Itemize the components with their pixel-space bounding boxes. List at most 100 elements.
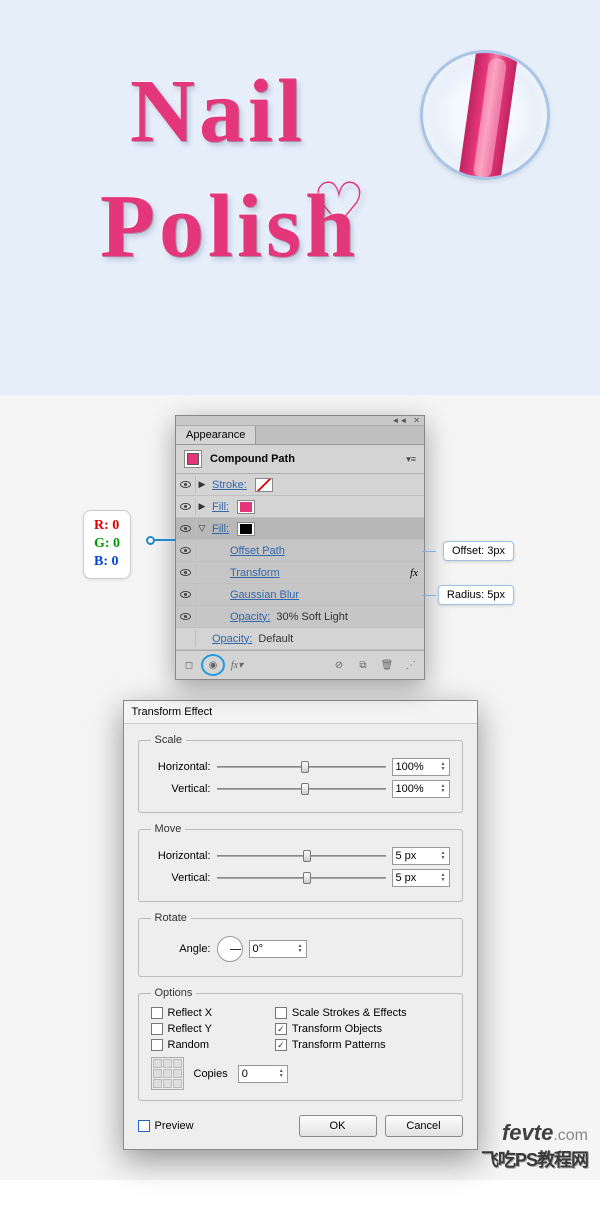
opacity-label[interactable]: Opacity: — [208, 633, 256, 645]
transform-patterns-checkbox[interactable]: ✓Transform Patterns — [275, 1039, 450, 1051]
scale-h-label: Horizontal: — [151, 761, 211, 773]
angle-input[interactable]: 0°▲▼ — [249, 940, 307, 958]
random-checkbox[interactable]: Random — [151, 1039, 267, 1051]
options-legend: Options — [151, 987, 197, 999]
reflect-x-checkbox[interactable]: Reflect X — [151, 1007, 267, 1019]
rgb-callout: R: 0 G: 0 B: 0 — [83, 510, 131, 579]
expand-icon[interactable]: ▶ — [196, 501, 208, 512]
panel-tabs: Appearance — [176, 426, 424, 445]
visibility-icon[interactable] — [180, 503, 191, 510]
rgb-b: B: 0 — [94, 553, 120, 571]
opacity-inner-label[interactable]: Opacity: — [226, 611, 274, 623]
opacity-inner-value: 30% Soft Light — [276, 611, 348, 623]
footer-btn-target[interactable]: ◉ — [204, 657, 222, 673]
row-fill-2[interactable]: ▽ Fill: — [176, 518, 424, 540]
row-transform[interactable]: Transform fx — [176, 562, 424, 584]
rgb-g: G: 0 — [94, 535, 120, 553]
callout-connector — [422, 595, 436, 596]
stroke-swatch[interactable] — [255, 478, 273, 492]
scale-h-input[interactable]: 100%▲▼ — [392, 758, 450, 776]
visibility-icon[interactable] — [180, 613, 191, 620]
scale-group: Scale Horizontal: 100%▲▼ Vertical: 100%▲… — [138, 734, 463, 813]
scale-v-label: Vertical: — [151, 783, 211, 795]
fill-label-2[interactable]: Fill: — [208, 523, 233, 535]
callout-connector — [422, 551, 436, 552]
transform-label[interactable]: Transform — [226, 567, 284, 579]
fill-swatch-pink[interactable] — [237, 500, 255, 514]
scale-v-slider[interactable] — [217, 782, 386, 796]
appearance-panel: ◄◄ ✕ Appearance Compound Path ▾≡ ▶ Strok… — [175, 415, 425, 680]
stroke-label[interactable]: Stroke: — [208, 479, 251, 491]
watermark: fevte.com 飞吃PS教程网 — [481, 1120, 588, 1172]
panel-menu-icon[interactable]: ▾≡ — [406, 454, 416, 465]
gaussian-blur-label[interactable]: Gaussian Blur — [226, 589, 303, 601]
offset-path-label[interactable]: Offset Path — [226, 545, 289, 557]
move-legend: Move — [151, 823, 186, 835]
footer-btn-1[interactable]: ◻ — [180, 657, 198, 673]
scale-h-slider[interactable] — [217, 760, 386, 774]
opacity-value: Default — [258, 633, 293, 645]
move-h-label: Horizontal: — [151, 850, 211, 862]
artwork-preview: Nail ♡ Polish — [0, 0, 600, 395]
row-stroke[interactable]: ▶ Stroke: — [176, 474, 424, 496]
magnifier-detail — [420, 50, 550, 180]
move-v-slider[interactable] — [217, 871, 386, 885]
scale-strokes-checkbox[interactable]: Scale Strokes & Effects — [275, 1007, 450, 1019]
fill-label[interactable]: Fill: — [208, 501, 233, 513]
panel-close-icon[interactable]: ✕ — [413, 416, 420, 425]
options-group: Options Reflect X Scale Strokes & Effect… — [138, 987, 463, 1101]
move-v-input[interactable]: 5 px▲▼ — [392, 869, 450, 887]
row-gaussian-blur[interactable]: Gaussian Blur Radius: 5px — [176, 584, 424, 606]
scale-v-input[interactable]: 100%▲▼ — [392, 780, 450, 798]
panel-header: Compound Path ▾≡ — [176, 445, 424, 474]
artwork-text-line2: Polish — [100, 175, 359, 278]
rgb-r: R: 0 — [94, 517, 120, 535]
fill-swatch-black[interactable] — [237, 522, 255, 536]
expand-icon[interactable]: ▽ — [196, 523, 208, 534]
angle-dial[interactable] — [217, 936, 243, 962]
footer-resize-icon[interactable]: ⋰ — [402, 657, 420, 673]
scale-legend: Scale — [151, 734, 187, 746]
transform-effect-dialog: Transform Effect Scale Horizontal: 100%▲… — [123, 700, 478, 1150]
reflect-y-checkbox[interactable]: Reflect Y — [151, 1023, 267, 1035]
fx-icon: fx — [410, 567, 418, 579]
angle-label: Angle: — [151, 943, 211, 955]
visibility-icon[interactable] — [180, 481, 191, 488]
transform-objects-checkbox[interactable]: ✓Transform Objects — [275, 1023, 450, 1035]
footer-fx-button[interactable]: fx▾ — [228, 657, 246, 673]
copies-label: Copies — [194, 1068, 228, 1080]
move-h-input[interactable]: 5 px▲▼ — [392, 847, 450, 865]
row-opacity[interactable]: Opacity: Default — [176, 628, 424, 650]
move-v-label: Vertical: — [151, 872, 211, 884]
tab-appearance[interactable]: Appearance — [176, 426, 256, 444]
dialog-title: Transform Effect — [124, 701, 477, 724]
radius-callout: Radius: 5px — [438, 585, 514, 605]
offset-callout: Offset: 3px — [443, 541, 514, 561]
header-swatch[interactable] — [184, 450, 202, 468]
move-group: Move Horizontal: 5 px▲▼ Vertical: 5 px▲▼ — [138, 823, 463, 902]
row-offset-path[interactable]: Offset Path Offset: 3px — [176, 540, 424, 562]
panel-footer: ◻ ◉ fx▾ ⊘ ⧉ 🗑 ⋰ — [176, 650, 424, 679]
expand-icon[interactable]: ▶ — [196, 479, 208, 490]
panel-topbar: ◄◄ ✕ — [176, 416, 424, 426]
rotate-group: Rotate Angle: 0°▲▼ — [138, 912, 463, 977]
artwork-text-line1: Nail — [130, 60, 306, 163]
visibility-icon[interactable] — [180, 547, 191, 554]
header-title: Compound Path — [210, 453, 295, 465]
footer-delete-icon[interactable]: 🗑 — [378, 657, 396, 673]
move-h-slider[interactable] — [217, 849, 386, 863]
ok-button[interactable]: OK — [299, 1115, 377, 1137]
row-fill-1[interactable]: ▶ Fill: — [176, 496, 424, 518]
visibility-icon[interactable] — [180, 591, 191, 598]
visibility-icon[interactable] — [180, 569, 191, 576]
rotate-legend: Rotate — [151, 912, 191, 924]
footer-duplicate-icon[interactable]: ⧉ — [354, 657, 372, 673]
copies-input[interactable]: 0▲▼ — [238, 1065, 288, 1083]
row-opacity-inner[interactable]: Opacity: 30% Soft Light — [176, 606, 424, 628]
preview-checkbox[interactable]: Preview — [138, 1120, 194, 1132]
panel-collapse-icon[interactable]: ◄◄ — [391, 416, 407, 425]
cancel-button[interactable]: Cancel — [385, 1115, 463, 1137]
anchor-grid[interactable] — [151, 1057, 184, 1090]
footer-clear-icon[interactable]: ⊘ — [330, 657, 348, 673]
visibility-icon[interactable] — [180, 525, 191, 532]
